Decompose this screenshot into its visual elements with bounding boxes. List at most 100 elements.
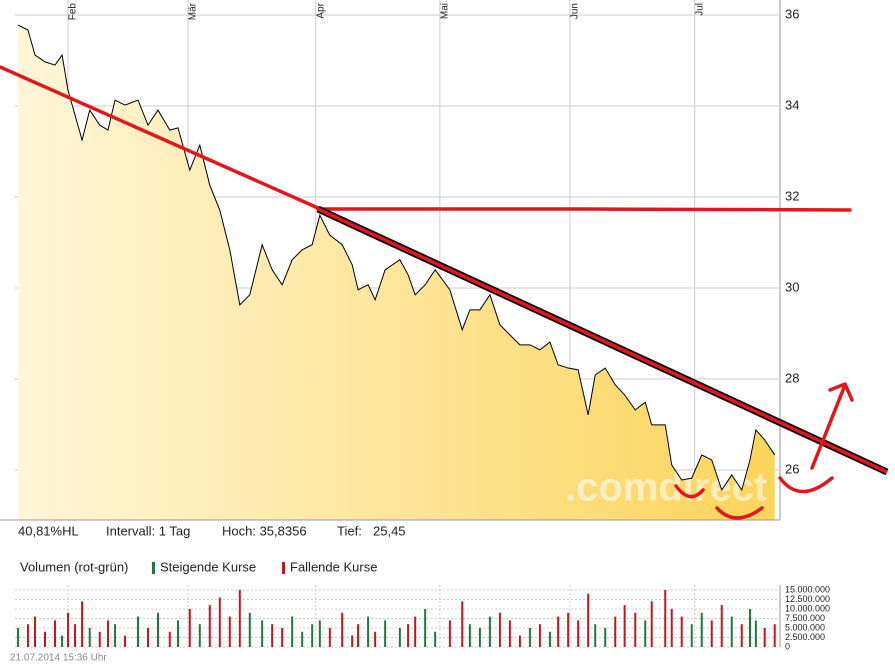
volume-bar (398, 627, 401, 647)
volume-bar (34, 616, 37, 647)
info-text: 25,45 (373, 523, 406, 538)
volume-bar (98, 631, 101, 647)
volume-bar (208, 605, 211, 647)
volume-bar (634, 612, 637, 647)
info-text: Tief: (337, 523, 362, 538)
y-tick-label: 5.000.000 (785, 622, 825, 632)
volume-bar (146, 627, 149, 647)
y-tick-label: 30 (785, 279, 799, 294)
volume-bar (478, 627, 481, 647)
y-tick-label: 12.500.000 (785, 594, 830, 604)
y-tick-label: 36 (785, 6, 799, 21)
info-text: Hoch: 35,8356 (222, 523, 307, 538)
volume-bar (54, 620, 57, 647)
chart-layer: 26 28 30 32 34 36 Feb Mär Apr Mai Jun Jul 40,81%HL In… (0, 2, 830, 651)
volume-bar (26, 624, 29, 647)
volume-bar (341, 612, 344, 647)
volume-bar (351, 635, 354, 647)
volume-bar (448, 620, 451, 647)
volume-bar (740, 624, 743, 647)
squiggle (715, 506, 764, 520)
volume-bar (228, 616, 231, 647)
volume-bar (16, 627, 19, 647)
volume-bar (124, 635, 127, 647)
horizontal-line (316, 207, 852, 212)
volume-bar (291, 616, 294, 647)
volume-bar (508, 620, 511, 647)
volume-bar (367, 616, 370, 647)
legend-swatch (282, 562, 285, 574)
volume-bar (604, 627, 607, 647)
volume-bar (650, 601, 653, 647)
volume-bar (434, 631, 437, 647)
volume-bar (700, 612, 703, 647)
x-tick-label: Feb (68, 3, 79, 21)
volume-bar (748, 608, 751, 647)
volume-bar (168, 631, 171, 647)
info-text: Intervall: 1 Tag (106, 523, 190, 538)
y-tick-label: 32 (785, 188, 799, 203)
volume-bar (548, 631, 551, 647)
volume-bar (218, 597, 221, 647)
volume-bar (261, 620, 264, 647)
legend-label: Fallende Kurse (290, 559, 377, 574)
volume-bar (680, 616, 683, 647)
volume-bar (301, 631, 304, 647)
volume-bar (407, 624, 410, 647)
y-tick-label: 34 (785, 97, 799, 112)
y-tick-label: 2.500.000 (785, 632, 825, 642)
volume-bar (384, 620, 387, 647)
y-tick-label: 0 (785, 641, 790, 651)
watermark: .comdirect (565, 466, 767, 510)
volume-bar (414, 616, 417, 647)
legend-label: Steigende Kurse (160, 559, 256, 574)
channel-line (317, 207, 888, 474)
volume-bar (44, 631, 47, 647)
volume-bar (318, 620, 321, 647)
y-tick-label: 26 (785, 461, 799, 476)
x-tick-label: Jul (694, 3, 705, 16)
volume-bar (81, 601, 84, 647)
volume-bar (281, 627, 284, 647)
volume-bar (248, 612, 251, 647)
volume-bar (528, 627, 531, 647)
arrow (810, 382, 854, 470)
volume-bar (763, 627, 766, 647)
volume-bar (720, 605, 723, 647)
y-tick-label: 10.000.000 (785, 603, 830, 613)
volume-bar (594, 624, 597, 647)
volume-bar (567, 612, 570, 647)
volume-bar (690, 624, 693, 647)
background-layer: .comdirect (15, 0, 781, 648)
volume-bar (557, 616, 560, 647)
legend-swatch (152, 562, 155, 574)
volume-bar (156, 612, 159, 647)
volume-bar (357, 624, 360, 647)
volume-title: Volumen (rot-grün) (20, 559, 128, 574)
x-tick-label: Mai (440, 3, 451, 19)
y-tick-label: 28 (785, 370, 799, 385)
volume-bar (198, 624, 201, 647)
volume-bar (730, 616, 733, 647)
volume-bar (754, 620, 757, 647)
x-tick-label: Mär (188, 2, 199, 20)
volume-bar (88, 627, 91, 647)
volume-bar (271, 624, 274, 647)
volume-bar (538, 624, 541, 647)
volume-bar (518, 635, 521, 647)
volume-bar (664, 589, 667, 647)
x-tick-label: Apr (315, 2, 326, 18)
price-line (17, 24, 776, 492)
y-tick-label: 15.000.000 (785, 584, 830, 594)
volume-bar (644, 620, 647, 647)
volume-bar (114, 624, 117, 647)
volume-bar (66, 612, 69, 647)
volume-bar (74, 624, 77, 647)
volume-bar (238, 589, 241, 647)
trend-line (0, 65, 320, 210)
volume-bar (424, 608, 427, 647)
volume-bar (488, 616, 491, 647)
price-area (17, 25, 775, 520)
volume-bar (61, 635, 64, 647)
